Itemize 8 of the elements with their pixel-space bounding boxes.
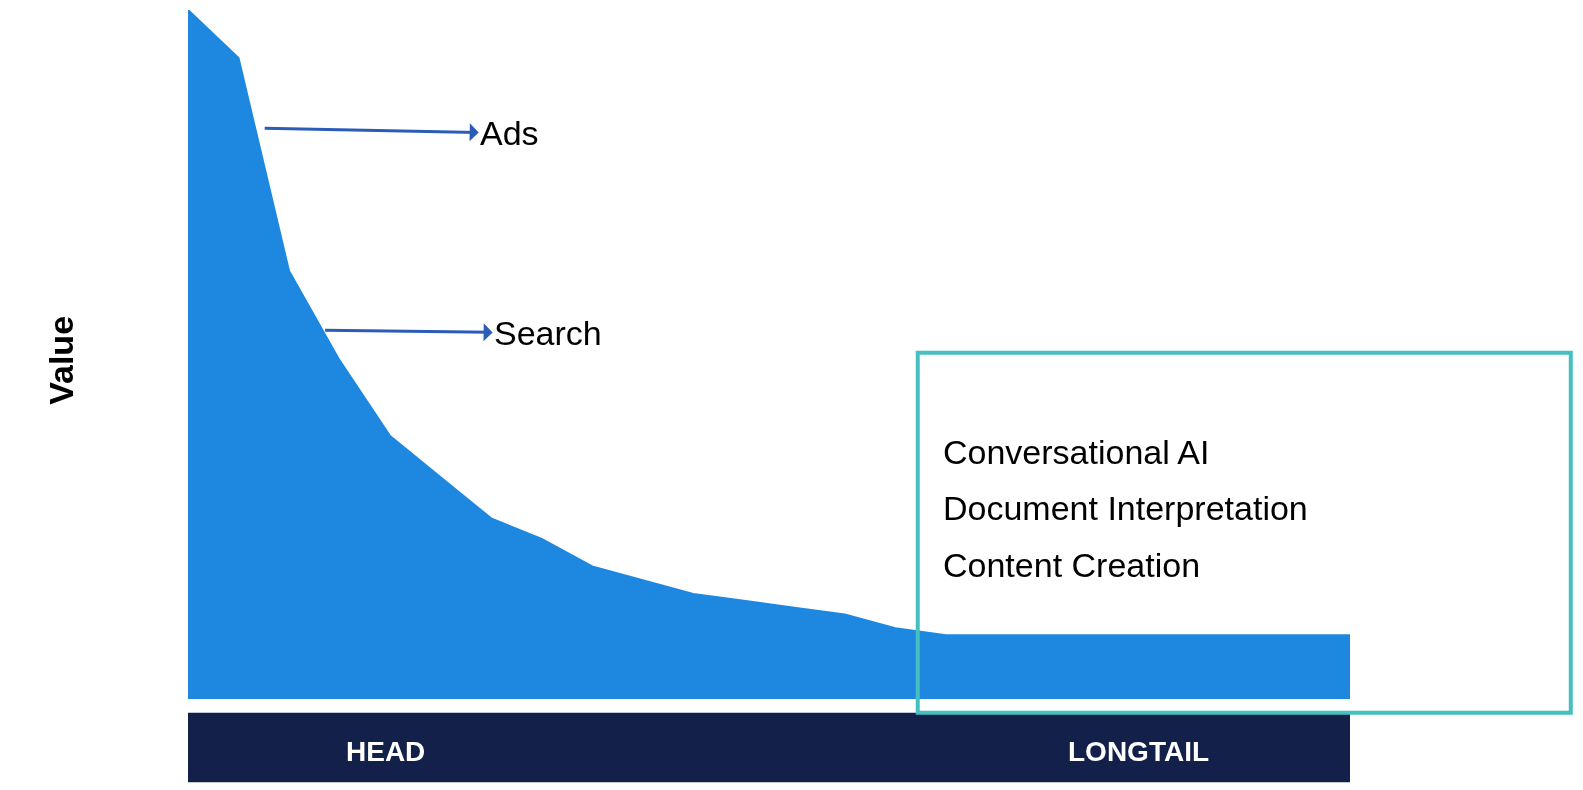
text: HEAD xyxy=(346,736,426,767)
annotation: Content Creation xyxy=(943,546,1201,584)
y-axis-title: Value xyxy=(42,315,81,405)
text: LONGTAIL xyxy=(1068,736,1210,767)
annotation: Document Interpretation xyxy=(943,489,1308,527)
annotation: Search xyxy=(494,314,602,352)
annotation: Conversational AI xyxy=(943,433,1210,471)
annotation: Ads xyxy=(480,114,539,152)
